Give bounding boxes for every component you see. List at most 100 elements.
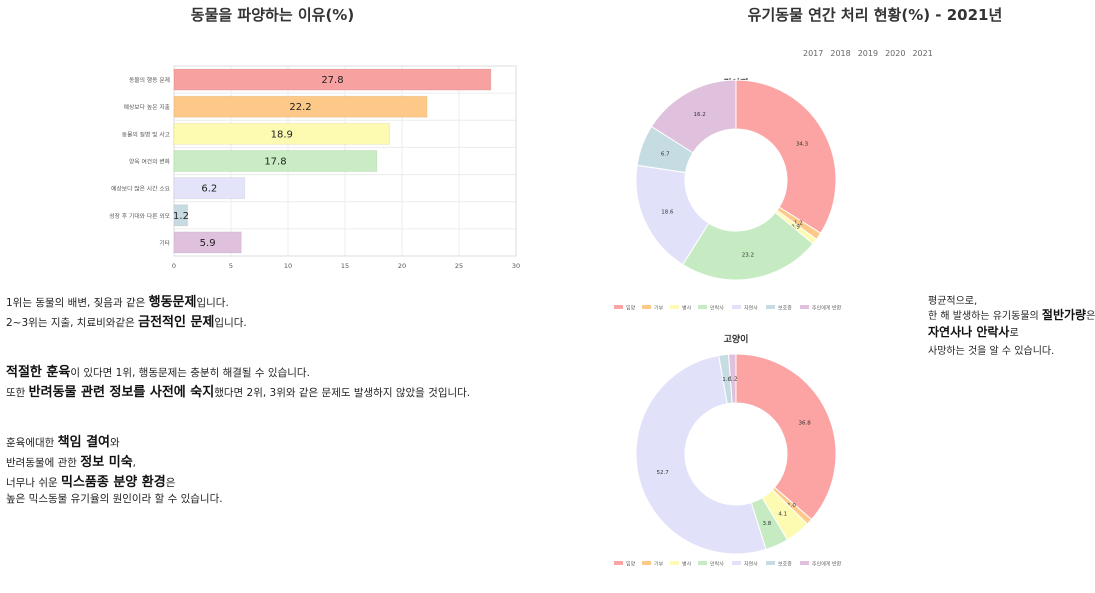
side-note-line1: 평균적으로, [928, 296, 978, 307]
donut-1-value-label-4: 18.6 [661, 209, 674, 215]
bar-category-label-2: 동물의 질병 및 사고 [122, 130, 171, 138]
donut-2-value-label-1: 1.0 [787, 503, 796, 509]
p7-text-c: 은 [165, 477, 176, 489]
bar-6 [173, 231, 242, 254]
donut-1-legend-swatch-5 [766, 305, 775, 309]
bar-2 [173, 122, 390, 145]
x-tick-label-1: 5 [229, 262, 233, 270]
paragraph-rank1: 1위는 동물의 배변, 짖음과 같은 행동문제입니다. [6, 291, 229, 310]
x-tick-label-5: 25 [455, 262, 463, 270]
donut-2-legend-label-3: 안락사 [710, 561, 724, 568]
reason-bar-chart: 0 5 10 15 20 25 30 동물의 행동 문제 27.8 예상보다 높은 지출 22.2 동… [109, 65, 520, 270]
year-tab-2019[interactable]: 2019 [857, 49, 879, 58]
bar-1 [173, 95, 428, 118]
side-note-line4: 사망하는 것을 알 수 있습니다. [928, 346, 1055, 357]
donut-1-value-label-2: 0.9 [791, 224, 800, 230]
bar-value-label-3: 17.8 [264, 157, 286, 168]
donut-2-legend-swatch-6 [800, 561, 809, 565]
p6-emphasis: 정보 미숙 [80, 455, 133, 470]
p7-emphasis: 믹스품종 분양 환경 [60, 475, 166, 490]
p6-text-a: 반려동물에 관한 [6, 457, 81, 469]
bar-4 [173, 177, 246, 200]
donut-2-legend-label-4: 자연사 [744, 561, 758, 568]
year-tab-2017[interactable]: 2017 [803, 49, 824, 58]
donut-2-legend-swatch-3 [698, 561, 707, 565]
bar-value-label-6: 5.9 [200, 238, 216, 249]
bar-value-label-5: 1.2 [173, 211, 189, 222]
donut-2-legend-swatch-4 [732, 561, 741, 565]
paragraph-info-lack: 반려동물에 관한 정보 미숙, [6, 451, 136, 470]
side-note-l2a: 한 해 발생하는 유기동물의 [928, 311, 1042, 322]
bar-value-label-1: 22.2 [289, 102, 311, 113]
bar-category-label-3: 양육 여건의 변화 [129, 158, 171, 166]
donut-2-slice-6 [728, 353, 737, 404]
donut-1-legend-label-0: 입양 [626, 305, 636, 312]
bar-5 [173, 204, 189, 227]
x-tick-label-0: 0 [172, 262, 176, 270]
donut-2-value-label-6: 1.2 [729, 377, 738, 383]
donut-1-slice-0 [735, 79, 837, 234]
donut-2-legend-swatch-0 [614, 561, 623, 565]
donut-2-value-label-0: 36.8 [799, 421, 812, 427]
side-note-line3: 자연사나 안락사로 [928, 323, 1019, 340]
donut-2-value-label-4: 52.7 [657, 470, 670, 476]
p2-emphasis: 금전적인 문제 [138, 315, 215, 330]
donut-1-slice-6 [650, 79, 737, 154]
p2-text-a: 2~3위는 지출, 치료비와같은 [6, 317, 139, 329]
side-note-emphasis-half: 절반가량 [1041, 308, 1087, 322]
p4-emphasis: 반려동물 관련 정보를 사전에 숙지 [28, 385, 215, 400]
year-tab-2021[interactable]: 2021 [912, 49, 933, 58]
donut-2-slice-0 [735, 353, 837, 521]
side-note-l2c: 은 [1086, 311, 1095, 322]
x-tick-label-4: 20 [398, 262, 406, 270]
p5-text-a: 훈육에대한 [6, 437, 58, 449]
p5-text-c: 와 [110, 437, 120, 449]
donut-1-legend-label-2: 병사 [682, 305, 692, 312]
bar-category-label-0: 동물의 행동 문제 [129, 76, 170, 84]
side-note-line2: 한 해 발생하는 유기동물의 절반가량은 [928, 306, 1095, 323]
donut-1-value-label-0: 34.3 [796, 141, 809, 147]
donut-1-legend-swatch-1 [642, 305, 651, 309]
bar-category-label-6: 기타 [159, 239, 170, 247]
donut-1-slice-3 [681, 211, 814, 281]
donut-2-legend-label-6: 주인에게 반환 [812, 561, 842, 568]
donut-2-legend-label-2: 병사 [682, 561, 692, 568]
donut-title-2: 고양이 [724, 333, 749, 345]
side-note-l3b: 로 [1009, 328, 1019, 339]
p4-text-a: 또한 [6, 387, 29, 399]
donut-1-legend-label-4: 자연사 [744, 305, 758, 312]
bar-category-label-5: 성장 후 기대와 다른 외모 [109, 212, 170, 220]
paragraph-information: 또한 반려동물 관련 정보를 사전에 숙지했다면 2위, 3위와 같은 문제도 … [6, 381, 470, 400]
year-tab-2020[interactable]: 2020 [885, 49, 906, 58]
p1-emphasis: 행동문제 [148, 295, 197, 310]
p1-text-c: 입니다. [196, 297, 229, 309]
donut-2-legend-label-1: 기부 [654, 561, 664, 568]
donut-1-legend-label-5: 보호중 [778, 306, 792, 312]
donut-1-legend-label-3: 안락사 [710, 305, 724, 312]
bar-category-label-1: 예상보다 높은 지출 [124, 103, 171, 111]
donut-1-legend-swatch-0 [614, 305, 623, 309]
donut-1-legend-swatch-2 [670, 305, 679, 309]
p6-text-c: , [132, 457, 137, 469]
bar-0 [173, 68, 492, 91]
p1-text-a: 1위는 동물의 배변, 짖음과 같은 [6, 297, 149, 309]
paragraph-rank2-3: 2~3위는 지출, 치료비와같은 금전적인 문제입니다. [6, 311, 247, 330]
donut-1-value-label-6: 16.2 [693, 112, 705, 118]
p3-emphasis: 적절한 훈육 [6, 365, 71, 380]
donut-2-legend-label-0: 입양 [626, 561, 636, 568]
donut-1-value-label-1: 1.2 [794, 221, 803, 227]
donut-2-value-label-3: 3.8 [763, 521, 772, 527]
donut-1-legend-swatch-4 [732, 305, 741, 309]
paragraph-conclusion: 높은 믹스동물 유기율의 원인이라 할 수 있습니다. [6, 491, 223, 506]
bar-category-label-4: 예상보다 많은 시간 소요 [111, 185, 171, 193]
x-tick-label-6: 30 [512, 262, 520, 270]
bar-3 [173, 149, 378, 173]
year-tab-2018[interactable]: 2018 [830, 49, 851, 58]
p3-text-b: 이 있다면 1위, 행동문제는 충분히 해결될 수 있습니다. [70, 367, 310, 379]
donut-2-legend-label-5: 보호중 [778, 562, 792, 568]
donut-2-legend-swatch-2 [670, 561, 679, 565]
donut-1-legend-swatch-6 [800, 305, 809, 309]
p5-emphasis: 책임 결여 [57, 435, 111, 450]
bar-value-label-4: 6.2 [201, 184, 217, 195]
pie-section-title: 유기동물 연간 처리 현황(%) - 2021년 [747, 6, 1003, 24]
